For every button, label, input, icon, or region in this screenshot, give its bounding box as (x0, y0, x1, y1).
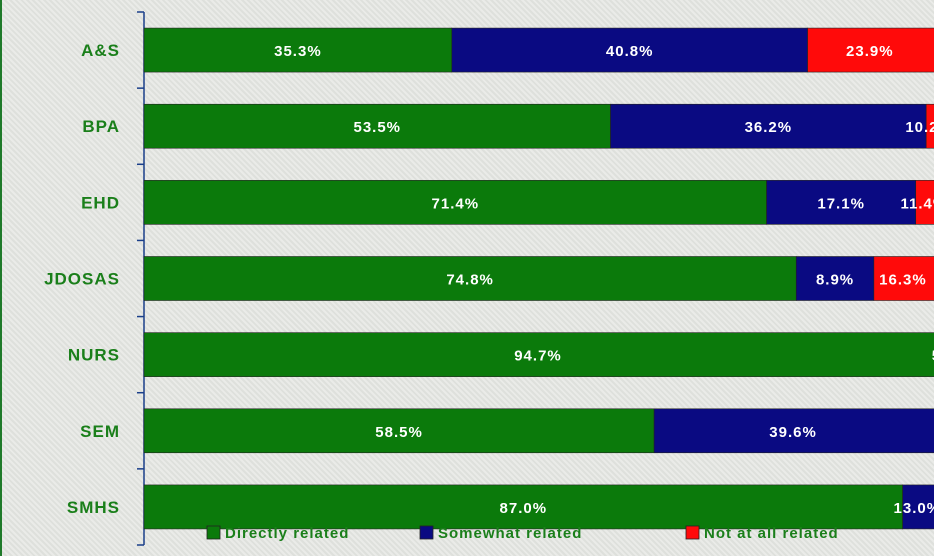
data-label-aands-directly-related: 35.3% (274, 43, 322, 60)
bar-smhs-somewhat-related (902, 484, 934, 530)
legend-swatch-not-at-all-related (685, 525, 700, 540)
data-label-smhs-directly-related: 87.0% (500, 500, 548, 517)
bar-ehd-directly-related (143, 180, 767, 225)
data-label-sem-directly-related: 58.5% (375, 424, 423, 441)
bar-bpa-somewhat-related (610, 103, 927, 149)
bar-jdosas-not-at-all-related (873, 256, 934, 301)
data-label-sem-somewhat-related: 39.6% (769, 424, 817, 441)
data-label-bpa-not-at-all-related: 10.2% (905, 119, 934, 136)
bar-bpa-not-at-all-related (925, 103, 934, 149)
legend: Directly related Somewhat related Not at a… (206, 525, 839, 542)
category-label-ehd: EHD (81, 193, 120, 212)
data-label-bpa-directly-related: 53.5% (353, 119, 401, 136)
category-axis (137, 11, 145, 546)
bar-smhs-directly-related (143, 484, 903, 530)
data-label-ehd-directly-related: 71.4% (432, 195, 480, 212)
bar-ehd-not-at-all-related (915, 180, 934, 225)
category-label-jdosas: JDOSAS (44, 270, 120, 289)
category-label-sem: SEM (80, 422, 120, 441)
data-label-smhs-somewhat-related: 13.0% (894, 500, 934, 517)
data-label-jdosas-directly-related: 74.8% (446, 272, 494, 289)
data-label-nurs-directly-related: 94.7% (514, 348, 562, 365)
data-label-nurs-somewhat-related: 5.3% (932, 348, 934, 365)
data-label-jdosas-somewhat-related: 8.9% (816, 272, 854, 289)
category-label-nurs: NURS (68, 346, 120, 365)
bar-nurs-directly-related (143, 332, 934, 377)
bars (143, 27, 934, 530)
data-label-bpa-somewhat-related: 36.2% (745, 119, 793, 136)
category-label-aands: A&S (81, 41, 120, 60)
legend-label-directly-related: Directly related (225, 525, 349, 542)
legend-label-not-at-all-related: Not at all related (704, 525, 839, 542)
data-label-aands-not-at-all-related: 23.9% (846, 43, 894, 60)
data-label-ehd-somewhat-related: 17.1% (817, 195, 865, 212)
bar-bpa-directly-related (143, 103, 611, 149)
data-label-jdosas-not-at-all-related: 16.3% (879, 272, 927, 289)
legend-swatch-somewhat-related (419, 525, 434, 540)
data-label-aands-somewhat-related: 40.8% (606, 43, 654, 60)
bar-aands-not-at-all-related (807, 27, 934, 73)
data-labels: 35.3% 40.8% 23.9% 53.5% 36.2% 10.2% 71.4% 17.1%… (274, 43, 934, 517)
legend-label-somewhat-related: Somewhat related (438, 525, 582, 542)
category-labels: A&S BPA EHD JDOSAS NURS SEM SMHS (44, 41, 120, 517)
bar-sem-directly-related (143, 408, 655, 454)
legend-swatch-directly-related (206, 525, 221, 540)
category-label-smhs: SMHS (67, 498, 120, 517)
data-label-ehd-not-at-all-related: 11.4% (901, 195, 934, 212)
category-label-bpa: BPA (82, 117, 120, 136)
bar-jdosas-directly-related (143, 256, 797, 301)
bar-aands-somewhat-related (451, 27, 808, 73)
bar-sem-somewhat-related (653, 408, 934, 454)
bar-jdosas-somewhat-related (795, 256, 875, 301)
